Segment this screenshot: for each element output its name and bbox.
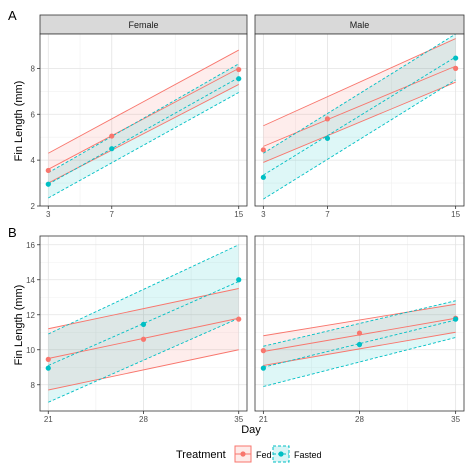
data-point-fasted	[260, 365, 266, 371]
y-tick-label: 8	[31, 381, 36, 390]
ci-upper-fed	[48, 49, 239, 154]
x-tick-label: 3	[261, 210, 266, 219]
data-point-fasted	[453, 316, 459, 322]
fit-line-fasted	[263, 319, 456, 368]
y-tick-label: 2	[31, 202, 36, 211]
x-tick-label: 7	[110, 210, 115, 219]
data-point-fed	[356, 330, 363, 336]
x-tick-label: 28	[139, 415, 148, 424]
ci-ribbon-fed	[263, 38, 456, 163]
data-point-fed	[45, 356, 51, 362]
facet-a-2: Male 3 7 15	[254, 14, 465, 219]
x-tick-label: 21	[259, 415, 268, 424]
panel-border	[254, 235, 465, 412]
fit-line-fasted	[263, 56, 456, 176]
legend: Treatment Fed Fasted	[176, 445, 322, 463]
ci-ribbon-fasted	[263, 34, 456, 200]
data-point-fed	[324, 116, 331, 122]
chart-a: Female 2 4 6 8 3 7 15 Male 3 7 15	[31, 14, 465, 219]
data-point-fed	[260, 348, 266, 354]
data-point-fasted	[45, 181, 51, 187]
y-tick-label: 6	[31, 110, 36, 119]
panel-border	[254, 33, 465, 207]
ci-lower-fasted	[263, 79, 456, 200]
panel-border	[39, 33, 248, 207]
ci-lower-fasted	[263, 337, 456, 387]
y-tick-label: 14	[26, 276, 35, 285]
data-point-fasted	[109, 146, 115, 152]
data-point-fed	[140, 336, 147, 342]
ci-upper-fasted	[263, 300, 456, 347]
data-point-fasted	[236, 76, 242, 82]
ci-upper-fasted	[48, 244, 239, 335]
y-axis-title-a: Fin Length (mm)	[13, 81, 25, 162]
ci-lower-fed	[263, 331, 456, 366]
x-tick-label: 7	[325, 210, 330, 219]
data-point-fasted	[45, 365, 51, 371]
facet-strip-label: Male	[350, 20, 370, 30]
x-tick-label: 35	[234, 415, 243, 424]
y-axis-title-b: Fin Length (mm)	[13, 285, 25, 366]
x-tick-label: 28	[355, 415, 364, 424]
legend-item-fed: Fed	[234, 445, 272, 463]
data-point-fed	[45, 167, 51, 174]
legend-label-fasted: Fasted	[294, 450, 322, 460]
data-point-fed	[453, 65, 459, 71]
panel-label-b: B	[8, 225, 17, 240]
fit-line-fasted	[48, 77, 239, 185]
x-tick-label: 3	[46, 210, 51, 219]
data-point-fasted	[236, 277, 242, 283]
panel-label-a: A	[8, 8, 17, 23]
ci-lower-fed	[263, 81, 456, 163]
y-tick-label: 12	[26, 311, 35, 320]
x-tick-label: 15	[451, 210, 460, 219]
plot-background	[255, 34, 464, 206]
y-tick-label: 16	[26, 241, 35, 250]
legend-title: Treatment	[176, 449, 226, 461]
facet-strip-label: Female	[128, 20, 158, 30]
plot-background	[40, 34, 247, 206]
ci-lower-fed	[48, 349, 239, 391]
panel-border	[39, 235, 248, 412]
ci-ribbon-fasted	[48, 63, 239, 198]
x-axis-title: Day	[241, 424, 261, 436]
ci-upper-fasted	[48, 63, 239, 174]
data-point-fasted	[356, 341, 363, 348]
x-tick-label: 35	[451, 415, 460, 424]
data-point-fasted	[453, 55, 459, 61]
ci-upper-fed	[263, 38, 456, 127]
data-point-fed	[260, 147, 266, 153]
facet-b-1: 8 10 12 14 16 21 28 35	[26, 235, 248, 424]
facet-a-1: Female 2 4 6 8 3 7 15	[31, 14, 248, 219]
y-tick-label: 4	[31, 156, 36, 165]
x-tick-label: 21	[44, 415, 53, 424]
ci-lower-fasted	[48, 92, 239, 199]
facet-b-2: 21 28 35	[254, 235, 465, 424]
x-tick-label: 15	[234, 210, 243, 219]
legend-point-fasted	[278, 451, 284, 457]
data-point-fasted	[324, 135, 331, 141]
legend-item-fasted: Fasted	[272, 445, 322, 463]
y-tick-label: 8	[31, 64, 36, 73]
ci-ribbon-fed	[48, 50, 239, 184]
fit-line-fed	[48, 68, 239, 170]
data-point-fed	[236, 66, 242, 73]
chart-b: 8 10 12 14 16 21 28 35 21 28 35	[26, 235, 465, 424]
data-point-fed	[109, 133, 115, 139]
data-point-fasted	[140, 321, 147, 327]
legend-label-fed: Fed	[256, 450, 272, 460]
ci-upper-fed	[263, 303, 456, 337]
ci-upper-fed	[48, 288, 239, 330]
ci-upper-fasted	[263, 33, 456, 154]
y-tick-label: 10	[26, 346, 35, 355]
legend-point-fed	[240, 451, 246, 457]
data-point-fasted	[260, 174, 266, 180]
data-point-fed	[236, 316, 242, 322]
